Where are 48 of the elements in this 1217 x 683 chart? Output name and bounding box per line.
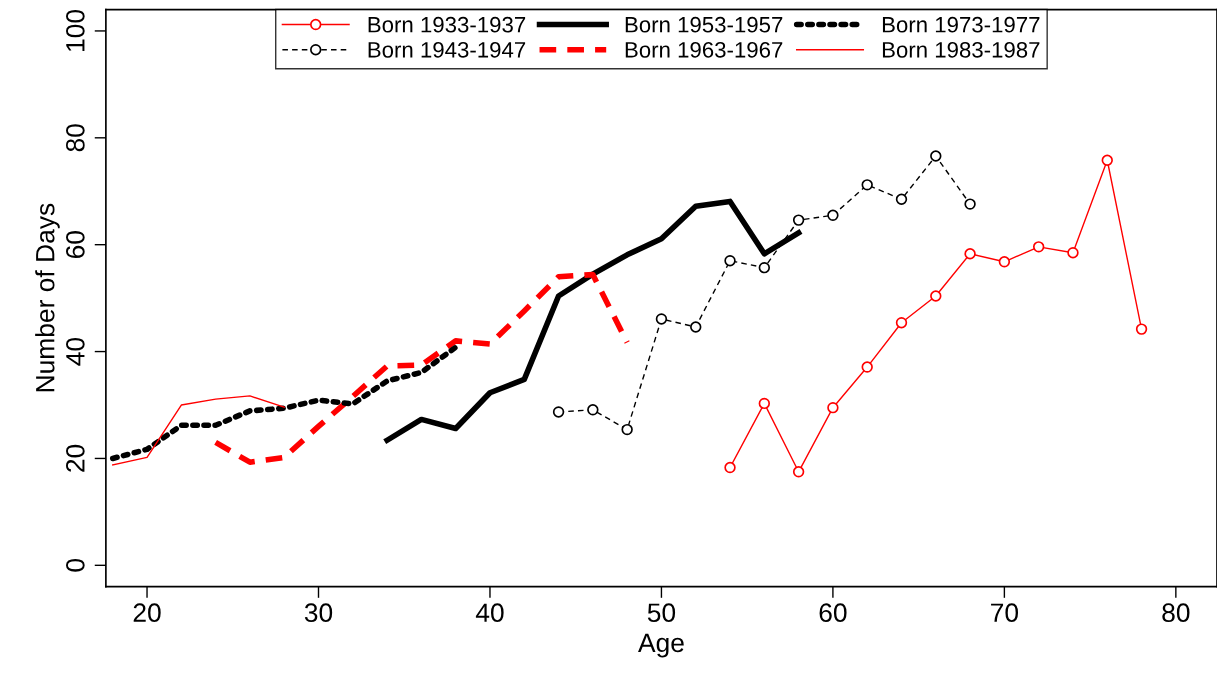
point [621,423,633,436]
point [690,321,702,333]
point [895,317,908,329]
point [1067,247,1079,259]
legend-label: Born 1943-1947 [368,41,526,58]
legend-label: Born 1983-1987 [882,41,1040,58]
point [827,401,839,414]
x-tick-label: 30 [304,603,333,623]
point [792,466,805,478]
point [1032,241,1045,253]
x-tick-label: 70 [991,603,1019,623]
legend-label: Born 1963-1967 [625,41,783,58]
point [724,255,736,267]
x-tick-label: 50 [647,603,676,623]
y-axis-title: Number of Days [35,203,60,392]
line-series [112,395,285,466]
point [964,248,976,260]
point [998,256,1011,268]
x-tick-label: 80 [1162,603,1190,623]
legend-label: Born 1973-1977 [882,16,1040,33]
legend-label: Born 1933-1937 [368,16,526,33]
point [552,406,565,418]
point [758,397,771,410]
y-tick-label: 100 [66,9,85,51]
x-axis-title: Age [638,633,684,658]
point [964,198,976,210]
x-tick-label: 20 [133,603,161,623]
point [1135,323,1148,335]
point [827,209,839,221]
point [930,150,942,162]
point [861,361,873,373]
x-tick-label: 40 [475,603,504,623]
point [587,404,599,416]
y-tick-label: 60 [66,231,85,259]
y-tick-label: 20 [66,444,85,472]
point [861,179,873,191]
point [792,214,805,226]
x-tick-label: 60 [819,603,847,623]
point [1101,154,1113,166]
legend-label: Born 1953-1957 [625,16,783,33]
point [895,193,908,205]
y-tick-label: 40 [66,337,85,366]
point [758,261,771,274]
point [655,313,668,325]
y-tick-label: 0 [66,559,85,572]
point [724,461,736,474]
y-tick-label: 80 [66,124,85,152]
point [930,290,942,302]
